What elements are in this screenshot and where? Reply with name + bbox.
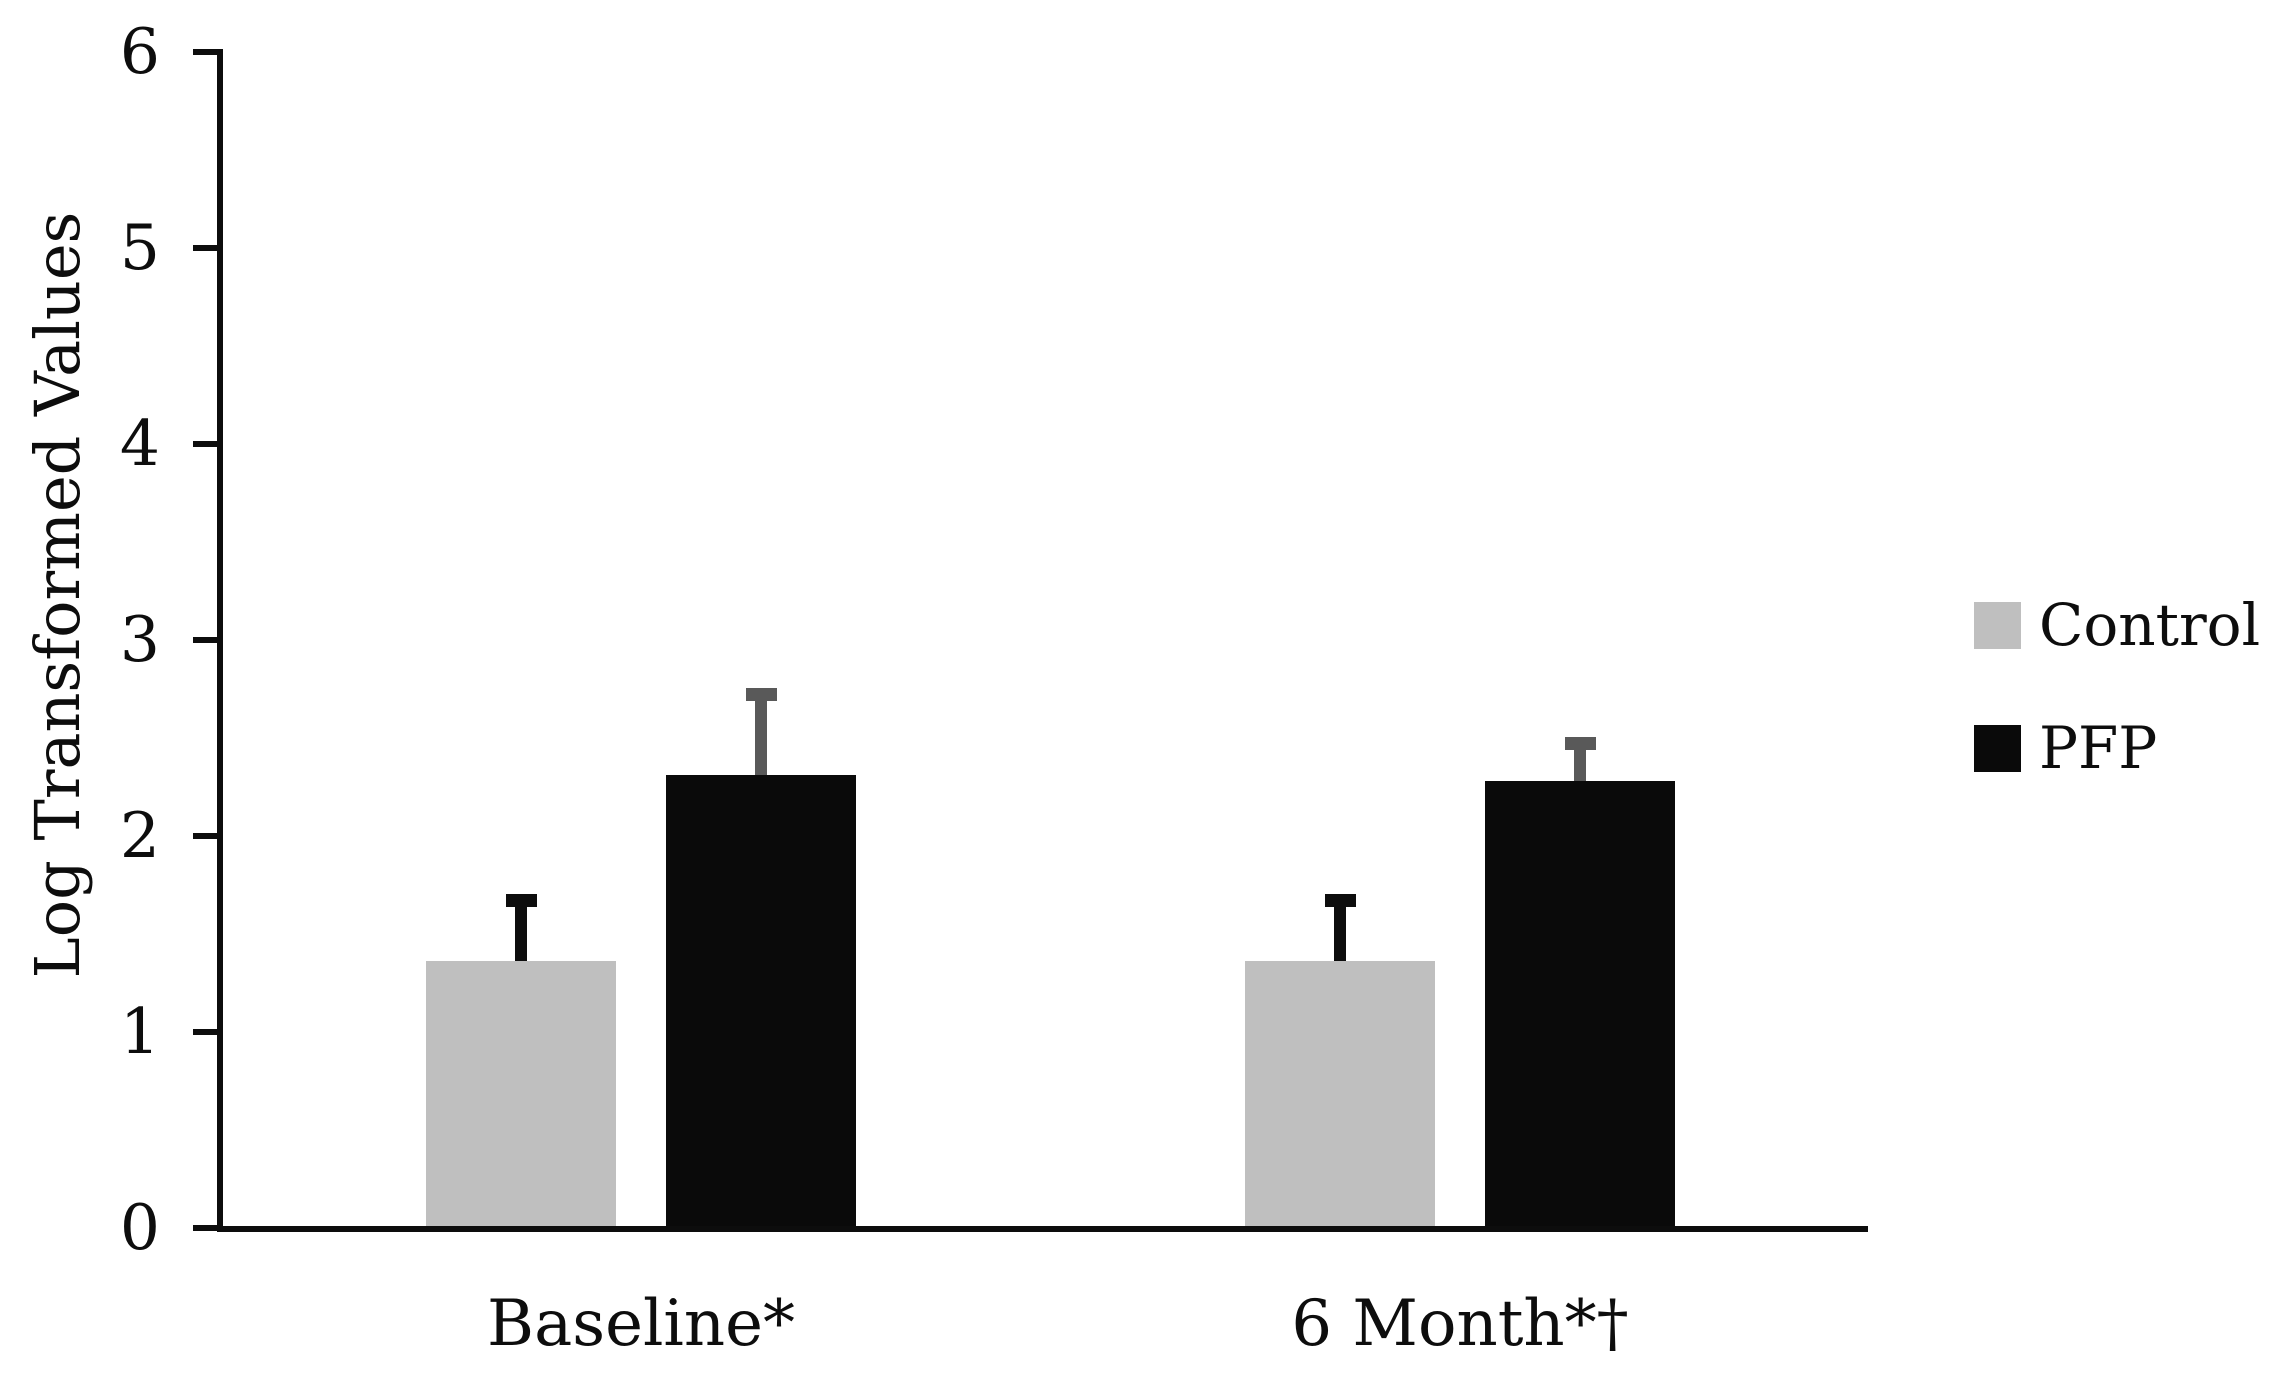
bar-pfp-1	[1485, 781, 1675, 1232]
error-bar-cap	[1564, 737, 1596, 751]
y-tick-mark	[193, 833, 223, 839]
y-tick-mark	[193, 245, 223, 251]
error-bar-line	[515, 900, 527, 962]
y-tick-label: 1	[119, 995, 160, 1068]
y-tick-mark	[193, 1029, 223, 1035]
y-tick-mark	[193, 637, 223, 643]
y-tick-mark	[193, 441, 223, 447]
bar-control-1	[1245, 961, 1435, 1232]
bar-control-0	[426, 961, 616, 1232]
y-tick-label: 4	[119, 407, 160, 480]
y-tick-mark	[193, 1225, 223, 1231]
error-bar-cap	[745, 688, 777, 702]
legend: Control PFP	[1974, 591, 2261, 848]
y-tick-label: 6	[119, 15, 160, 88]
legend-item-control: Control	[1974, 591, 2261, 659]
y-tick-label: 5	[119, 211, 160, 284]
y-tick-label: 0	[119, 1191, 160, 1264]
category-label: 6 Month*†	[1291, 1287, 1629, 1361]
legend-label-control: Control	[2039, 591, 2261, 659]
error-bar-cap	[505, 894, 537, 908]
category-label: Baseline*	[487, 1287, 795, 1361]
error-bar-line	[1574, 743, 1586, 782]
error-bar-line	[1334, 900, 1346, 962]
bar-pfp-0	[666, 775, 856, 1232]
legend-item-pfp: PFP	[1974, 714, 2260, 782]
legend-swatch-control	[1974, 602, 2021, 649]
y-tick-mark	[193, 49, 223, 55]
y-axis-line	[217, 50, 223, 1232]
legend-label-pfp: PFP	[2039, 714, 2158, 782]
x-axis-line	[217, 1226, 1868, 1232]
error-bar-line	[755, 694, 767, 776]
error-bar-cap	[1324, 894, 1356, 908]
y-tick-label: 2	[119, 799, 160, 872]
legend-swatch-pfp	[1974, 725, 2021, 772]
y-tick-label: 3	[119, 603, 160, 676]
